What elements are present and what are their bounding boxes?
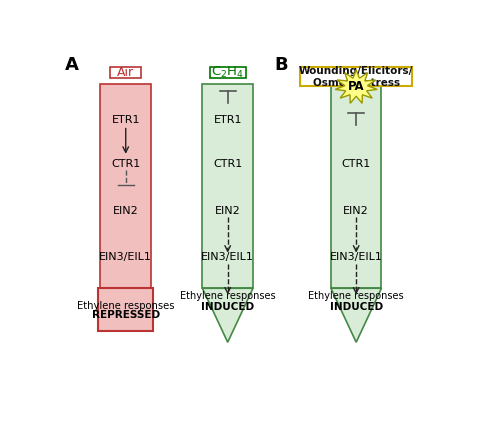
Polygon shape: [100, 84, 151, 288]
Text: PA: PA: [348, 80, 364, 94]
Text: EIN2: EIN2: [215, 207, 240, 216]
Text: EIN2: EIN2: [344, 207, 369, 216]
Text: CTR1: CTR1: [213, 159, 242, 169]
Text: EIN2: EIN2: [113, 207, 138, 216]
Text: EIN3/EIL1: EIN3/EIL1: [330, 252, 382, 262]
Polygon shape: [331, 84, 382, 288]
Polygon shape: [98, 288, 153, 331]
Text: Wounding/Elicitors/
Osmotic stress: Wounding/Elicitors/ Osmotic stress: [299, 66, 414, 88]
Polygon shape: [202, 84, 253, 288]
FancyBboxPatch shape: [110, 68, 141, 78]
Text: EIN3/EIL1: EIN3/EIL1: [202, 252, 254, 262]
FancyBboxPatch shape: [210, 68, 246, 78]
Text: REPRESSED: REPRESSED: [92, 310, 160, 320]
Polygon shape: [331, 288, 382, 342]
Polygon shape: [202, 288, 253, 342]
Text: Ethylene responses: Ethylene responses: [77, 300, 174, 311]
FancyBboxPatch shape: [300, 68, 412, 86]
Text: CTR1: CTR1: [342, 159, 371, 169]
Text: $\mathregular{C_2H_4}$: $\mathregular{C_2H_4}$: [211, 65, 244, 80]
Text: Air: Air: [117, 66, 134, 79]
Text: A: A: [64, 56, 78, 74]
Text: INDUCED: INDUCED: [330, 302, 382, 312]
Text: Ethylene responses: Ethylene responses: [308, 291, 404, 301]
Text: EIN3/EIL1: EIN3/EIL1: [100, 252, 152, 262]
Text: INDUCED: INDUCED: [201, 302, 254, 312]
Polygon shape: [335, 70, 377, 103]
Text: Ethylene responses: Ethylene responses: [180, 291, 276, 301]
Text: ETR1: ETR1: [112, 115, 140, 125]
Text: B: B: [274, 56, 288, 74]
Text: ETR1: ETR1: [214, 115, 242, 125]
Text: CTR1: CTR1: [111, 159, 140, 169]
